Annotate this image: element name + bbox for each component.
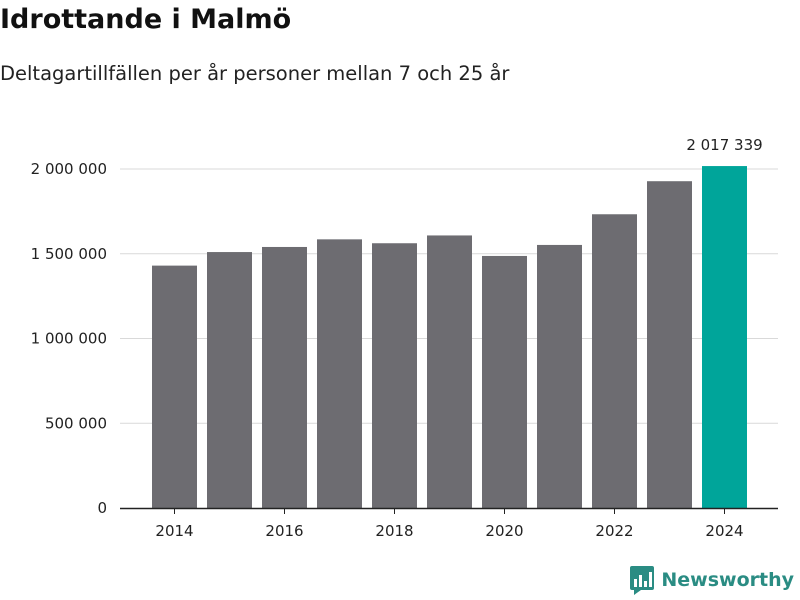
y-tick-label: 500 000: [45, 414, 107, 432]
x-tick-label: 2016: [265, 522, 303, 540]
chart-subtitle: Deltagartillfällen per år personer mella…: [0, 62, 510, 85]
bar: [317, 239, 362, 508]
bar: [482, 255, 527, 508]
data-label: 2 017 339: [686, 136, 762, 154]
bar: [647, 181, 692, 509]
y-tick-label: 1 500 000: [31, 245, 107, 263]
chart-title: Idrottande i Malmö: [0, 4, 292, 35]
y-tick-label: 1 000 000: [31, 330, 107, 348]
x-tick-label: 2022: [595, 522, 633, 540]
x-tick-label: 2020: [485, 522, 523, 540]
x-tick-label: 2018: [375, 522, 413, 540]
newsworthy-logo: Newsworthy: [629, 564, 794, 596]
y-tick-label: 0: [97, 499, 107, 517]
bar: [262, 246, 307, 508]
bar-chart-bubble-icon: [630, 566, 655, 595]
bar: [152, 265, 197, 508]
bar: [372, 243, 417, 508]
x-tick-label: 2014: [155, 522, 193, 540]
y-tick-label: 2 000 000: [31, 160, 107, 178]
x-tick-label: 2024: [705, 522, 743, 540]
brand-name: Newsworthy: [661, 569, 794, 591]
bar: [207, 252, 252, 508]
bar-highlight: [702, 166, 747, 508]
bar: [537, 244, 582, 508]
bar: [592, 214, 637, 508]
bar: [427, 235, 472, 508]
